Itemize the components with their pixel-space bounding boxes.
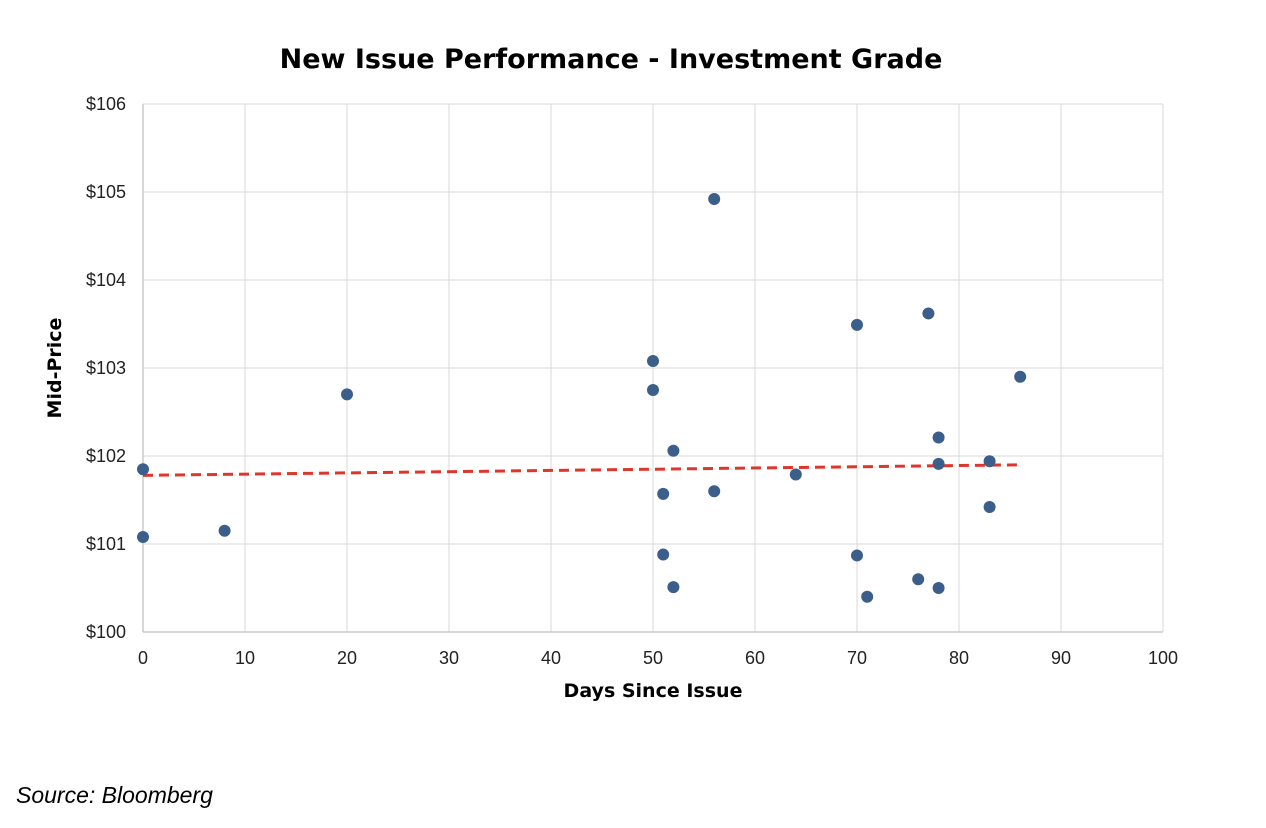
y-tick-label: $103 bbox=[86, 358, 126, 378]
data-point bbox=[932, 431, 945, 444]
x-tick-label: 30 bbox=[439, 648, 459, 668]
x-tick-label: 70 bbox=[847, 648, 867, 668]
data-point bbox=[708, 193, 721, 206]
data-point bbox=[657, 548, 670, 561]
y-tick-label: $105 bbox=[86, 182, 126, 202]
gridlines bbox=[142, 103, 1164, 633]
data-points bbox=[137, 193, 1027, 603]
y-axis-ticks: $100 $101 $102 $103 $104 $105 $106 bbox=[86, 94, 126, 642]
data-point bbox=[708, 485, 721, 498]
x-tick-label: 60 bbox=[745, 648, 765, 668]
scatter-chart: New Issue Performance - Investment Grade… bbox=[44, 44, 1178, 702]
source-note: Source: Bloomberg bbox=[16, 782, 213, 808]
x-tick-label: 0 bbox=[138, 648, 148, 668]
data-point bbox=[983, 501, 996, 514]
data-point bbox=[851, 318, 863, 331]
data-point bbox=[983, 455, 996, 468]
data-point bbox=[667, 444, 680, 457]
y-tick-label: $104 bbox=[86, 270, 126, 290]
data-point bbox=[218, 524, 231, 537]
data-point bbox=[932, 457, 945, 470]
data-point bbox=[861, 590, 874, 603]
x-axis-title: Days Since Issue bbox=[564, 680, 743, 702]
data-point bbox=[912, 573, 925, 586]
data-point bbox=[647, 354, 659, 367]
x-tick-label: 90 bbox=[1051, 648, 1071, 668]
trendline-layer bbox=[142, 463, 1021, 477]
y-tick-label: $102 bbox=[86, 446, 126, 466]
y-axis-title: Mid-Price bbox=[44, 318, 66, 419]
y-tick-label: $100 bbox=[86, 622, 126, 642]
data-point bbox=[1014, 370, 1027, 383]
data-point bbox=[932, 582, 945, 594]
trendline bbox=[142, 463, 1021, 477]
data-point bbox=[922, 307, 935, 320]
x-tick-label: 40 bbox=[541, 648, 561, 668]
data-point bbox=[667, 581, 680, 594]
x-tick-label: 80 bbox=[949, 648, 969, 668]
x-tick-label: 20 bbox=[337, 648, 357, 668]
data-point bbox=[341, 388, 353, 401]
data-point bbox=[137, 463, 149, 476]
x-axis-ticks: 0 10 20 30 40 50 60 70 80 90 100 bbox=[138, 648, 1178, 668]
x-tick-label: 10 bbox=[235, 648, 255, 668]
data-point bbox=[789, 468, 802, 481]
data-point bbox=[137, 530, 149, 543]
y-tick-label: $106 bbox=[86, 94, 126, 114]
x-tick-label: 50 bbox=[643, 648, 663, 668]
chart-title: New Issue Performance - Investment Grade bbox=[280, 44, 943, 75]
data-point bbox=[657, 487, 670, 500]
data-point bbox=[647, 384, 659, 396]
y-tick-label: $101 bbox=[86, 534, 126, 554]
data-point bbox=[851, 549, 863, 562]
x-tick-label: 100 bbox=[1148, 648, 1178, 668]
